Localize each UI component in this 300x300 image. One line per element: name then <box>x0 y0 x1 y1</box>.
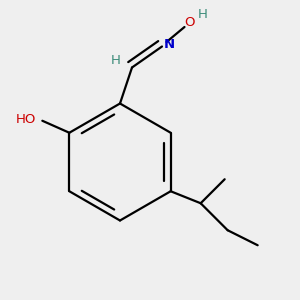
Text: N: N <box>164 38 175 51</box>
Text: H: H <box>111 53 120 67</box>
Text: HO: HO <box>16 113 36 126</box>
Text: H: H <box>198 8 207 21</box>
Text: O: O <box>184 16 195 29</box>
